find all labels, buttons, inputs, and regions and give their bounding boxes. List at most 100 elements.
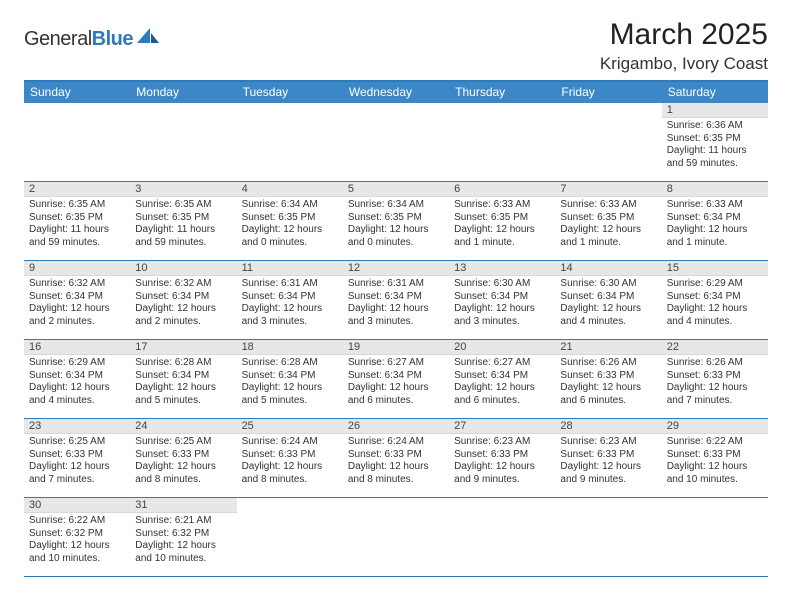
day-cell: 25Sunrise: 6:24 AMSunset: 6:33 PMDayligh… [237, 419, 343, 497]
sunrise-line: Sunrise: 6:28 AM [242, 357, 339, 370]
day-number: 10 [130, 261, 236, 276]
day-body: Sunrise: 6:33 AMSunset: 6:34 PMDaylight:… [662, 197, 768, 252]
day-cell: 10Sunrise: 6:32 AMSunset: 6:34 PMDayligh… [130, 261, 236, 339]
week-row: 23Sunrise: 6:25 AMSunset: 6:33 PMDayligh… [24, 419, 768, 498]
daylight-line: Daylight: 12 hours and 5 minutes. [242, 382, 339, 407]
daylight-line: Daylight: 11 hours and 59 minutes. [135, 224, 232, 249]
sunrise-line: Sunrise: 6:32 AM [29, 278, 126, 291]
daylight-line: Daylight: 12 hours and 3 minutes. [348, 303, 445, 328]
sunset-line: Sunset: 6:33 PM [667, 370, 764, 383]
sunset-line: Sunset: 6:33 PM [348, 449, 445, 462]
sunset-line: Sunset: 6:33 PM [560, 370, 657, 383]
day-number: 31 [130, 498, 236, 513]
daylight-line: Daylight: 12 hours and 5 minutes. [135, 382, 232, 407]
daylight-line: Daylight: 11 hours and 59 minutes. [667, 145, 764, 170]
day-body: Sunrise: 6:32 AMSunset: 6:34 PMDaylight:… [130, 276, 236, 331]
empty-cell [237, 498, 343, 576]
day-cell: 2Sunrise: 6:35 AMSunset: 6:35 PMDaylight… [24, 182, 130, 260]
day-body: Sunrise: 6:32 AMSunset: 6:34 PMDaylight:… [24, 276, 130, 331]
day-cell: 14Sunrise: 6:30 AMSunset: 6:34 PMDayligh… [555, 261, 661, 339]
day-number: 3 [130, 182, 236, 197]
sunrise-line: Sunrise: 6:23 AM [454, 436, 551, 449]
week-row: 16Sunrise: 6:29 AMSunset: 6:34 PMDayligh… [24, 340, 768, 419]
sunset-line: Sunset: 6:35 PM [135, 212, 232, 225]
day-cell: 31Sunrise: 6:21 AMSunset: 6:32 PMDayligh… [130, 498, 236, 576]
sunset-line: Sunset: 6:34 PM [454, 370, 551, 383]
day-body: Sunrise: 6:22 AMSunset: 6:32 PMDaylight:… [24, 513, 130, 568]
day-body: Sunrise: 6:24 AMSunset: 6:33 PMDaylight:… [343, 434, 449, 489]
daylight-line: Daylight: 12 hours and 4 minutes. [560, 303, 657, 328]
day-number: 18 [237, 340, 343, 355]
day-cell: 21Sunrise: 6:26 AMSunset: 6:33 PMDayligh… [555, 340, 661, 418]
sunset-line: Sunset: 6:34 PM [29, 291, 126, 304]
day-cell: 17Sunrise: 6:28 AMSunset: 6:34 PMDayligh… [130, 340, 236, 418]
sunrise-line: Sunrise: 6:30 AM [560, 278, 657, 291]
day-body: Sunrise: 6:36 AMSunset: 6:35 PMDaylight:… [662, 118, 768, 173]
sunset-line: Sunset: 6:35 PM [242, 212, 339, 225]
sunrise-line: Sunrise: 6:27 AM [348, 357, 445, 370]
weekday-header: Thursday [449, 82, 555, 103]
sunrise-line: Sunrise: 6:32 AM [135, 278, 232, 291]
sunrise-line: Sunrise: 6:34 AM [348, 199, 445, 212]
day-cell: 24Sunrise: 6:25 AMSunset: 6:33 PMDayligh… [130, 419, 236, 497]
weeks-container: 1Sunrise: 6:36 AMSunset: 6:35 PMDaylight… [24, 103, 768, 577]
sunset-line: Sunset: 6:33 PM [560, 449, 657, 462]
empty-cell [449, 103, 555, 181]
day-body: Sunrise: 6:28 AMSunset: 6:34 PMDaylight:… [130, 355, 236, 410]
day-cell: 22Sunrise: 6:26 AMSunset: 6:33 PMDayligh… [662, 340, 768, 418]
daylight-line: Daylight: 12 hours and 7 minutes. [29, 461, 126, 486]
sunset-line: Sunset: 6:34 PM [348, 291, 445, 304]
daylight-line: Daylight: 11 hours and 59 minutes. [29, 224, 126, 249]
day-cell: 11Sunrise: 6:31 AMSunset: 6:34 PMDayligh… [237, 261, 343, 339]
sunrise-line: Sunrise: 6:25 AM [29, 436, 126, 449]
daylight-line: Daylight: 12 hours and 3 minutes. [454, 303, 551, 328]
sunset-line: Sunset: 6:33 PM [242, 449, 339, 462]
sunrise-line: Sunrise: 6:24 AM [348, 436, 445, 449]
day-cell: 4Sunrise: 6:34 AMSunset: 6:35 PMDaylight… [237, 182, 343, 260]
day-number: 1 [662, 103, 768, 118]
day-body: Sunrise: 6:31 AMSunset: 6:34 PMDaylight:… [237, 276, 343, 331]
day-number: 24 [130, 419, 236, 434]
day-cell: 29Sunrise: 6:22 AMSunset: 6:33 PMDayligh… [662, 419, 768, 497]
daylight-line: Daylight: 12 hours and 6 minutes. [454, 382, 551, 407]
daylight-line: Daylight: 12 hours and 2 minutes. [135, 303, 232, 328]
sunrise-line: Sunrise: 6:31 AM [242, 278, 339, 291]
day-number: 16 [24, 340, 130, 355]
day-number: 29 [662, 419, 768, 434]
sunset-line: Sunset: 6:34 PM [560, 291, 657, 304]
empty-cell [343, 498, 449, 576]
day-cell: 3 Sunrise: 6:35 AMSunset: 6:35 PMDaylight… [130, 182, 236, 260]
sunrise-line: Sunrise: 6:26 AM [560, 357, 657, 370]
daylight-line: Daylight: 12 hours and 4 minutes. [29, 382, 126, 407]
day-number: 21 [555, 340, 661, 355]
day-body: Sunrise: 6:25 AMSunset: 6:33 PMDaylight:… [130, 434, 236, 489]
day-cell: 28Sunrise: 6:23 AMSunset: 6:33 PMDayligh… [555, 419, 661, 497]
weekday-header: Tuesday [237, 82, 343, 103]
empty-cell [449, 498, 555, 576]
daylight-line: Daylight: 12 hours and 1 minute. [454, 224, 551, 249]
sunrise-line: Sunrise: 6:21 AM [135, 515, 232, 528]
sunset-line: Sunset: 6:35 PM [348, 212, 445, 225]
day-body: Sunrise: 6:25 AMSunset: 6:33 PMDaylight:… [24, 434, 130, 489]
day-number: 6 [449, 182, 555, 197]
day-body: Sunrise: 6:22 AMSunset: 6:33 PMDaylight:… [662, 434, 768, 489]
sunset-line: Sunset: 6:34 PM [135, 370, 232, 383]
daylight-line: Daylight: 12 hours and 1 minute. [560, 224, 657, 249]
day-cell: 20Sunrise: 6:27 AMSunset: 6:34 PMDayligh… [449, 340, 555, 418]
location-label: Krigambo, Ivory Coast [600, 54, 768, 74]
day-cell: 26Sunrise: 6:24 AMSunset: 6:33 PMDayligh… [343, 419, 449, 497]
sunset-line: Sunset: 6:34 PM [135, 291, 232, 304]
daylight-line: Daylight: 12 hours and 6 minutes. [348, 382, 445, 407]
daylight-line: Daylight: 12 hours and 0 minutes. [348, 224, 445, 249]
day-cell: 19Sunrise: 6:27 AMSunset: 6:34 PMDayligh… [343, 340, 449, 418]
day-body: Sunrise: 6:30 AMSunset: 6:34 PMDaylight:… [555, 276, 661, 331]
title-block: March 2025 Krigambo, Ivory Coast [600, 18, 768, 74]
daylight-line: Daylight: 12 hours and 1 minute. [667, 224, 764, 249]
sunset-line: Sunset: 6:33 PM [667, 449, 764, 462]
day-cell: 1Sunrise: 6:36 AMSunset: 6:35 PMDaylight… [662, 103, 768, 181]
day-number: 28 [555, 419, 661, 434]
sunset-line: Sunset: 6:35 PM [560, 212, 657, 225]
weekday-header: Sunday [24, 82, 130, 103]
sunrise-line: Sunrise: 6:35 AM [135, 199, 232, 212]
day-number: 8 [662, 182, 768, 197]
